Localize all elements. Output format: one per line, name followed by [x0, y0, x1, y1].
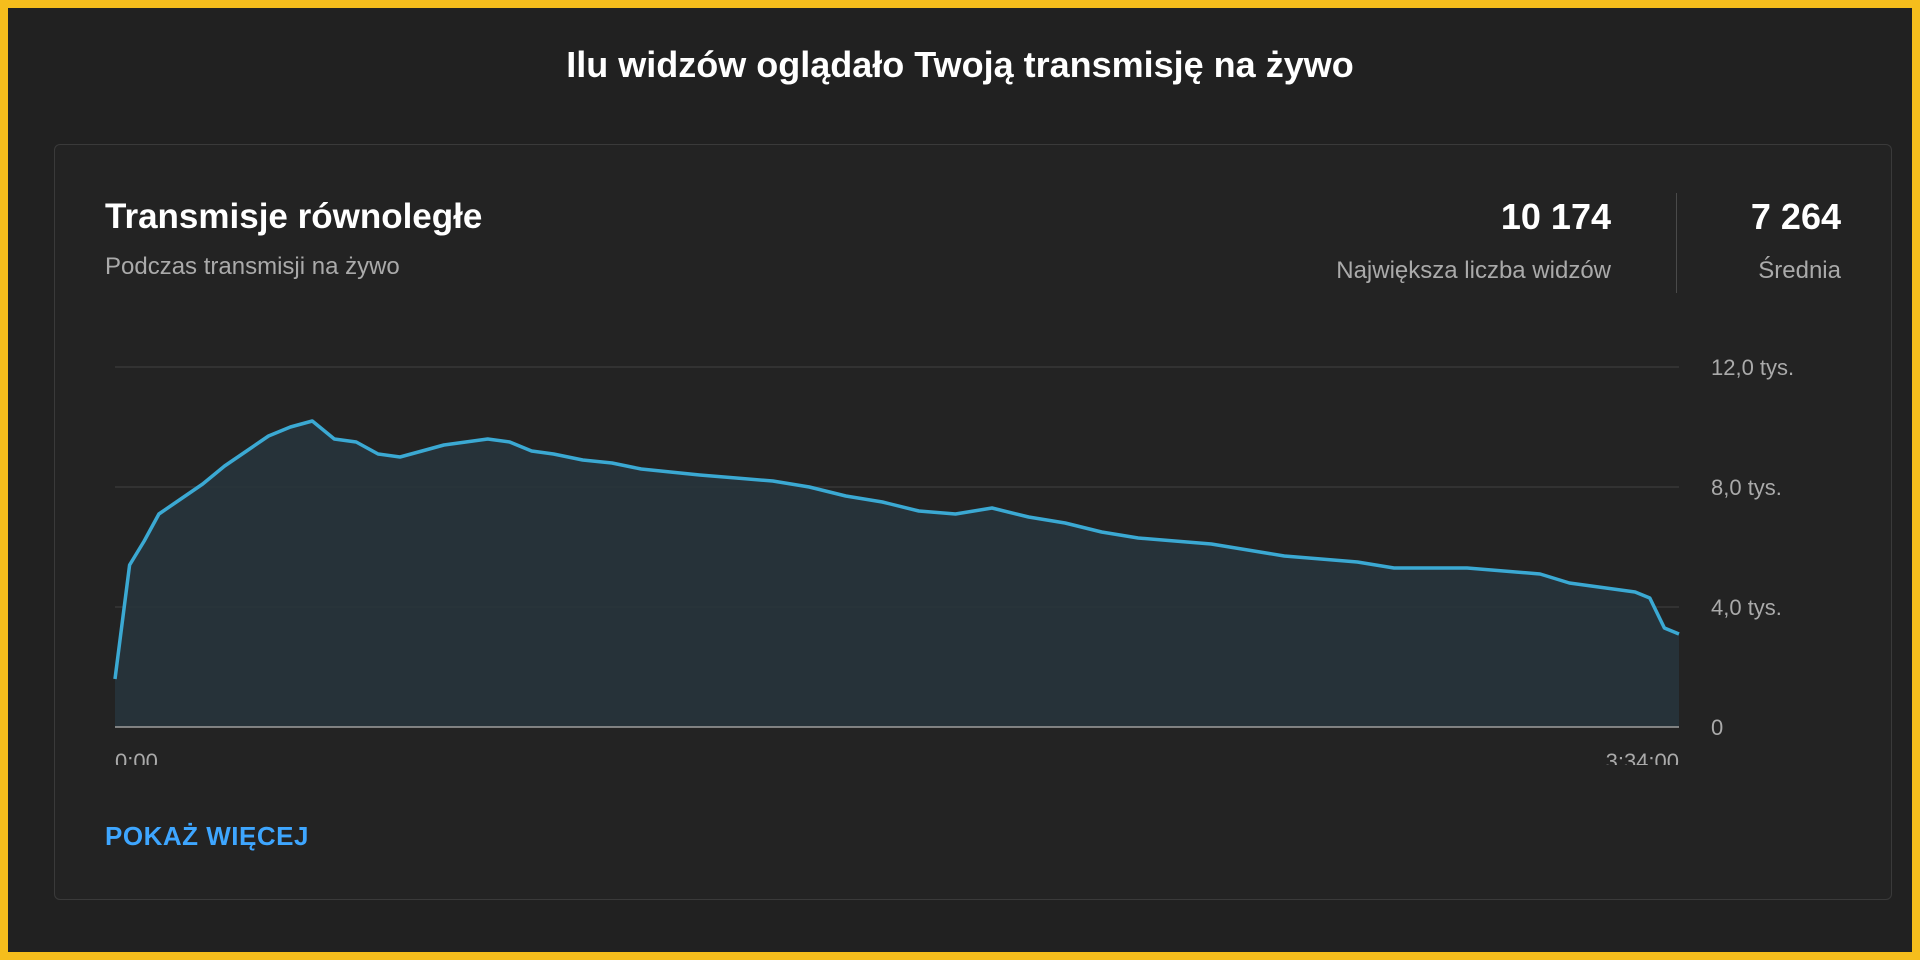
viewers-chart: 0 4,0 tys. 8,0 tys. 12,0 tys. 0:00 3:34:00	[113, 355, 1794, 765]
viewers-line	[113, 419, 1680, 680]
x-tick-label-end: 3:34:00	[1606, 749, 1679, 765]
y-tick-label: 12,0 tys.	[1711, 355, 1794, 380]
page-title: Ilu widzów oglądało Twoją transmisję na …	[566, 44, 1354, 85]
y-tick-label: 0	[1711, 715, 1723, 740]
average-viewers-label: Średnia	[1758, 257, 1841, 284]
viewers-area	[115, 421, 1679, 727]
x-tick-labels: 0:00 3:34:00	[115, 749, 1679, 765]
y-tick-label: 8,0 tys.	[1711, 475, 1782, 500]
x-tick-label-start: 0:00	[115, 749, 158, 765]
show-more-button[interactable]: POKAŻ WIĘCEJ	[105, 821, 309, 851]
peak-viewers-label: Największa liczba widzów	[1336, 257, 1611, 284]
card-subtitle: Podczas transmisji na żywo	[105, 253, 400, 280]
average-viewers-metric: 7 264 Średnia	[1751, 197, 1841, 285]
peak-viewers-metric: 10 174 Największa liczba widzów	[1336, 197, 1611, 285]
peak-viewers-value: 10 174	[1500, 196, 1611, 237]
y-tick-label: 4,0 tys.	[1711, 595, 1782, 620]
card-title: Transmisje równoległe	[105, 197, 483, 236]
y-tick-labels: 0 4,0 tys. 8,0 tys. 12,0 tys.	[1711, 355, 1794, 740]
concurrent-viewers-card: Transmisje równoległe Podczas transmisji…	[54, 144, 1892, 900]
metric-divider	[1676, 193, 1677, 293]
average-viewers-value: 7 264	[1750, 196, 1841, 237]
